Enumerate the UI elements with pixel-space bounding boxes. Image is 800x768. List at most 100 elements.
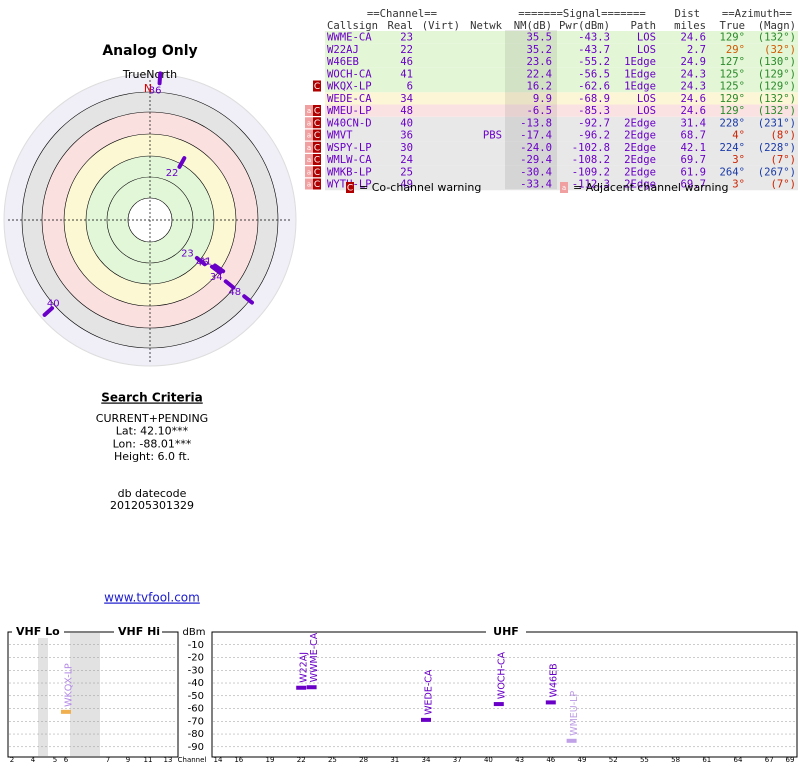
x-tick-label: 19 — [266, 756, 275, 764]
warning-text: a — [307, 119, 311, 127]
legend-text: = Co-channel warning — [359, 181, 481, 194]
cell-true: 129° — [719, 32, 745, 44]
cell-real: 41 — [400, 68, 413, 80]
cell-path: 1Edge — [624, 68, 656, 80]
cell-dist: 24.3 — [680, 68, 706, 80]
datecode-value: 201205301329 — [110, 499, 194, 512]
y-tick-label: -50 — [188, 691, 204, 702]
criteria-heading: Search Criteria — [101, 391, 202, 405]
cell-true: 129° — [719, 93, 745, 105]
station-mark — [242, 294, 254, 305]
cell-magn: (267°) — [758, 166, 796, 178]
station-label: 36 — [149, 85, 162, 96]
station-label: 48 — [228, 287, 241, 298]
warning-icon — [313, 80, 321, 92]
station-mark — [212, 263, 226, 274]
cell-pwr: -102.8 — [572, 142, 610, 154]
cell-real: 36 — [400, 130, 413, 142]
cell-path: 2Edge — [624, 154, 656, 166]
cell-path: LOS — [637, 44, 656, 56]
x-tick-label: 11 — [144, 756, 153, 764]
x-tick-label: 16 — [234, 756, 243, 764]
warning-text: C — [314, 168, 320, 178]
cell-real: 30 — [400, 142, 413, 154]
cell-dist: 31.4 — [680, 117, 706, 129]
y-tick-label: -40 — [188, 678, 204, 689]
group-header: Dist — [674, 8, 700, 20]
cell-magn: (228°) — [758, 142, 796, 154]
nm-column-shade — [505, 30, 557, 190]
cell-magn: (7°) — [770, 154, 796, 166]
cell-pwr: -68.9 — [578, 93, 610, 105]
title: Analog Only — [102, 43, 197, 59]
cell-pwr: -108.2 — [572, 154, 610, 166]
group-header: ==Channel== — [367, 8, 437, 20]
x-tick-label: 69 — [786, 756, 795, 764]
row-bg — [325, 67, 798, 80]
cell-dist: 24.6 — [680, 32, 706, 44]
cell-true: 3° — [732, 179, 745, 191]
link[interactable]: www.tvfool.com — [104, 591, 200, 605]
station-mark — [194, 255, 207, 267]
station-label: 23 — [181, 249, 194, 260]
cell-magn: (129°) — [758, 68, 796, 80]
cell-path: LOS — [637, 32, 656, 44]
station-label: WKQX-LP — [64, 663, 75, 707]
x-tick-label: 22 — [297, 756, 306, 764]
cell-dist: 69.7 — [680, 154, 706, 166]
legend-icon-text: a — [562, 184, 566, 192]
polar-plot — [3, 73, 297, 367]
cell-nm: -30.4 — [520, 166, 552, 178]
warning-icon — [313, 154, 321, 165]
cell-path: LOS — [637, 93, 656, 105]
cell-magn: (132°) — [758, 32, 796, 44]
warning-text: a — [307, 156, 311, 164]
warning-icon — [313, 178, 321, 190]
column-header: Pwr(dBm) — [559, 20, 610, 32]
x-tick-label: 64 — [734, 756, 743, 764]
warning-icon — [305, 166, 313, 178]
station-label: WMEU-LP — [569, 691, 580, 736]
cell-callsign: W22AJ — [327, 44, 359, 56]
x-axis-label: Channel — [178, 756, 207, 764]
warning-text: C — [314, 143, 320, 153]
x-tick-label: 58 — [671, 756, 680, 764]
x-tick-label: 37 — [453, 756, 462, 764]
group-header: =======Signal======= — [518, 8, 646, 20]
cell-real: 6 — [407, 81, 413, 93]
cell-magn: (132°) — [758, 105, 796, 117]
x-tick-label: 9 — [126, 756, 130, 764]
cell-path: 2Edge — [624, 142, 656, 154]
cell-nm: -17.4 — [520, 130, 552, 142]
cell-callsign: W40CN-D — [327, 117, 372, 129]
station-mark — [209, 264, 222, 275]
legend-icon — [560, 182, 568, 193]
warning-text: a — [307, 144, 311, 152]
warning-text: C — [314, 131, 320, 141]
shade — [38, 633, 48, 756]
cell-magn: (7°) — [770, 179, 796, 191]
legend-icon-text: C — [347, 184, 353, 194]
datecode-label: db datecode — [118, 487, 187, 500]
cell-pwr: -55.2 — [578, 56, 610, 68]
warning-icon — [313, 105, 321, 116]
warning-text: a — [307, 168, 311, 176]
cell-pwr: -56.5 — [578, 68, 610, 80]
y-tick-label: -10 — [188, 640, 204, 651]
cell-real: 49 — [400, 179, 413, 191]
cell-pwr: -43.7 — [578, 44, 610, 56]
cell-true: 127° — [719, 56, 745, 68]
cell-callsign: WMEU-LP — [327, 105, 372, 117]
cell-path: 1Edge — [624, 81, 656, 93]
x-tick-label: 6 — [64, 756, 69, 764]
x-tick-label: 46 — [546, 756, 555, 764]
station-mark — [177, 156, 187, 169]
warning-text: a — [307, 132, 311, 140]
cell-nm: 35.5 — [526, 32, 552, 44]
cell-pwr: -43.3 — [578, 32, 610, 44]
row-bg — [325, 55, 798, 68]
warning-icon — [305, 154, 313, 165]
cell-nm: 9.9 — [533, 93, 552, 105]
cell-magn: (8°) — [770, 130, 796, 142]
